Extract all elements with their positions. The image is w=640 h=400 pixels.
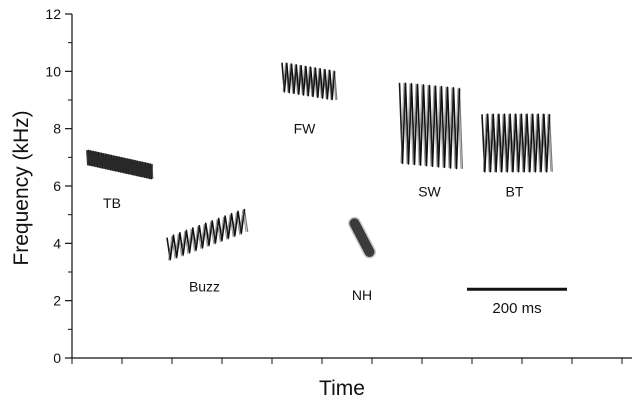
y-tick-label: 6 (53, 178, 61, 194)
y-tick-label: 4 (53, 235, 61, 251)
syllable-tb (86, 149, 154, 180)
syllable-label-sw: SW (418, 184, 441, 200)
syllable-label-fw: FW (294, 121, 317, 137)
y-axis: 0 2 4 6 8 10 12 (45, 6, 73, 366)
syllable-labels: TB Buzz FW NH SW BT (103, 121, 524, 303)
y-axis-title: Frequency (kHz) (10, 110, 33, 265)
y-tick-label: 10 (45, 63, 61, 79)
syllable-label-nh: NH (352, 287, 372, 303)
x-axis (71, 357, 632, 364)
y-tick-label: 2 (53, 293, 61, 309)
y-tick-label: 0 (53, 350, 61, 366)
syllable-label-buzz: Buzz (189, 278, 220, 294)
y-tick-label: 8 (53, 121, 61, 137)
y-tick-label: 12 (45, 6, 61, 22)
syllable-label-tb: TB (103, 195, 121, 211)
scale-bar: 200 ms (467, 287, 567, 317)
syllable-nh (347, 216, 377, 259)
x-axis-title: Time (319, 377, 365, 400)
syllable-traces (86, 62, 553, 261)
syllable-sw (398, 82, 464, 170)
syllable-fw (281, 62, 338, 101)
scale-bar-label: 200 ms (492, 300, 541, 317)
syllable-bt (481, 113, 553, 173)
syllable-label-bt: BT (506, 184, 524, 200)
syllable-buzz (166, 208, 249, 261)
